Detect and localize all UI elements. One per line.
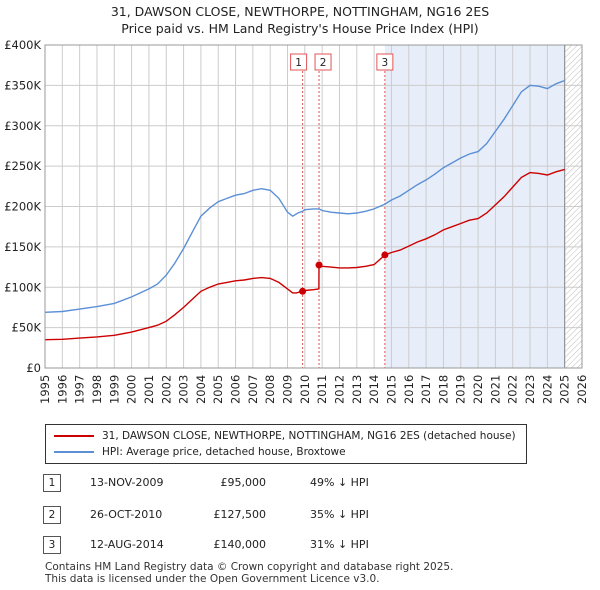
legend: 31, DAWSON CLOSE, NEWTHORPE, NOTTINGHAM,… <box>45 424 527 464</box>
legend-swatch-property <box>54 435 94 437</box>
y-tick-label: £150K <box>4 240 41 254</box>
x-tick-label: 1997 <box>73 375 87 404</box>
x-tick-label: 1998 <box>90 375 104 404</box>
transaction-row: 3 12-AUG-2014 £140,000 31% ↓ HPI <box>0 536 600 554</box>
footer-copyright: Contains HM Land Registry data © Crown c… <box>45 561 454 573</box>
x-tick-label: 2022 <box>506 375 520 404</box>
x-tick-label: 1999 <box>107 375 121 404</box>
legend-label-hpi: HPI: Average price, detached house, Brox… <box>102 446 346 458</box>
transaction-number: 1 <box>43 474 61 492</box>
x-tick-label: 2002 <box>159 375 173 404</box>
hpi-series-line <box>45 79 565 313</box>
legend-label-property: 31, DAWSON CLOSE, NEWTHORPE, NOTTINGHAM,… <box>102 430 516 442</box>
x-tick-label: 2007 <box>246 375 260 404</box>
transaction-hpi-diff: 31% ↓ HPI <box>310 538 369 551</box>
y-tick-label: £250K <box>4 159 41 173</box>
transaction-number: 2 <box>43 506 61 524</box>
x-tick-label: 2010 <box>298 375 312 404</box>
x-tick-label: 2003 <box>177 375 191 404</box>
sale-badge-label: 3 <box>382 57 389 69</box>
legend-swatch-hpi <box>54 451 94 453</box>
x-tick-label: 2015 <box>384 375 398 404</box>
sale-badge <box>314 53 332 71</box>
x-tick-label: 2016 <box>402 375 416 404</box>
x-tick-label: 2019 <box>454 375 468 404</box>
chart-title-address: 31, DAWSON CLOSE, NEWTHORPE, NOTTINGHAM,… <box>110 4 490 19</box>
y-tick-label: £100K <box>4 280 41 294</box>
x-tick-label: 2024 <box>540 375 554 404</box>
x-tick-label: 2005 <box>211 375 225 404</box>
x-tick-label: 2018 <box>436 375 450 404</box>
x-tick-label: 2021 <box>488 375 502 404</box>
footer-license: This data is licensed under the Open Gov… <box>45 573 380 585</box>
transaction-price: £127,500 <box>213 508 267 521</box>
x-tick-label: 1996 <box>55 375 69 404</box>
transaction-date: 26-OCT-2010 <box>90 508 163 521</box>
transaction-price: £140,000 <box>213 538 267 551</box>
y-tick-label: £350K <box>4 78 41 92</box>
chart-title-subtitle: Price paid vs. HM Land Registry's House … <box>121 21 479 36</box>
plot-border <box>44 44 583 369</box>
x-tick-label: 2014 <box>367 375 381 404</box>
sale-badge <box>376 53 394 71</box>
x-tick-label: 2011 <box>315 375 329 404</box>
transaction-date: 13-NOV-2009 <box>90 476 164 489</box>
x-tick-label: 2025 <box>558 375 572 404</box>
sale-point <box>315 261 323 269</box>
sale-point <box>381 251 389 259</box>
x-tick-label: 2008 <box>263 375 277 404</box>
sale-badge-label: 2 <box>320 57 327 69</box>
price-chart: 1 2 3 £0 £50K £100K £150K £200K £250K £300K £350K £… <box>4 38 589 404</box>
x-tick-label: 2026 <box>575 375 589 404</box>
x-tick-label: 2001 <box>142 375 156 404</box>
x-tick-label: 1995 <box>38 375 52 404</box>
x-tick-label: 2020 <box>471 375 485 404</box>
x-tick-label: 2013 <box>350 375 364 404</box>
sale-badge <box>290 53 308 71</box>
transaction-price: £95,000 <box>220 476 267 489</box>
x-tick-label: 2006 <box>229 375 243 404</box>
transaction-hpi-diff: 35% ↓ HPI <box>310 508 369 521</box>
x-tick-label: 2009 <box>281 375 295 404</box>
sale-badge-label: 1 <box>295 57 302 69</box>
sale-point <box>299 287 307 295</box>
transaction-number: 3 <box>43 536 61 554</box>
x-tick-label: 2012 <box>332 375 346 404</box>
x-tick-label: 2017 <box>419 375 433 404</box>
transaction-row: 2 26-OCT-2010 £127,500 35% ↓ HPI <box>0 506 600 524</box>
y-tick-label: £50K <box>12 321 42 335</box>
y-tick-label: £0 <box>26 361 41 375</box>
y-tick-label: £300K <box>4 119 41 133</box>
transaction-date: 12-AUG-2014 <box>90 538 164 551</box>
x-tick-label: 2004 <box>194 375 208 404</box>
y-tick-label: £200K <box>4 200 41 214</box>
footer-attribution: Contains HM Land Registry data © Crown c… <box>45 561 453 585</box>
y-tick-label: £400K <box>4 38 41 52</box>
transaction-row: 1 13-NOV-2009 £95,000 49% ↓ HPI <box>0 474 600 492</box>
transaction-hpi-diff: 49% ↓ HPI <box>310 476 369 489</box>
x-tick-label: 2023 <box>523 375 537 404</box>
x-tick-label: 2000 <box>125 375 139 404</box>
